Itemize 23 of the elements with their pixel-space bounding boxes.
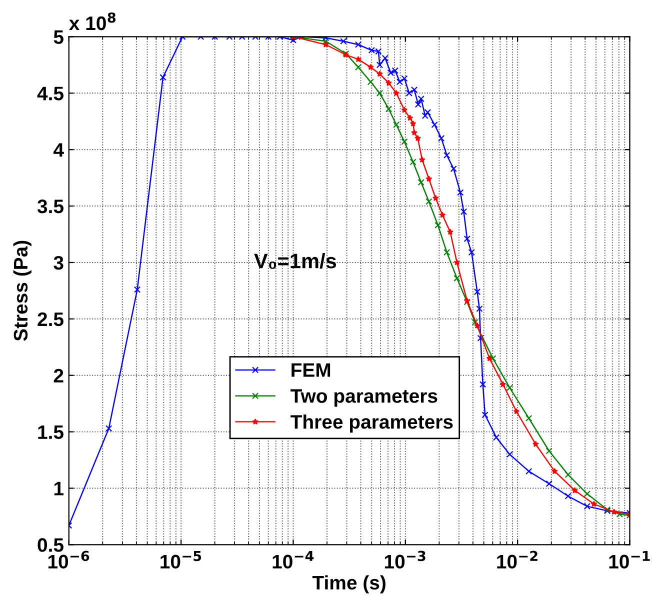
x-tick-label: 10$^{−2}$ [497,550,538,569]
y-tick-label: 3 [54,256,64,270]
y-tick-label: 1.5 [38,425,64,440]
y-tick-label: 4 [54,143,64,157]
x-tick-label: 10$^{−3}$ [384,550,426,569]
annotation: V₀=1m/s [254,253,336,269]
y-tick-label: 3.5 [37,200,64,214]
y-tick-label: 4.5 [37,86,64,100]
legend-label: FEM [292,363,330,377]
y-tick-label: 2.5 [38,312,64,326]
y-tick-label: 5 [54,30,64,44]
x-tick-label: 10$^{−6}$ [48,550,90,569]
x-axis-title: Time (s) [312,575,386,594]
x-tick-label: 10$^{−5}$ [160,550,202,569]
text: x 10$^{8}$ [69,12,116,30]
y-tick-label: 2 [54,368,64,382]
legend-label: Two parameters [290,389,438,407]
y-tick-label: 1 [54,482,64,496]
y-tick-label: 0.5 [38,538,64,552]
x-tick-label: 10$^{−1}$ [609,550,650,569]
x-tick-label: 10$^{−4}$ [272,550,314,569]
legend-label: Three parameters [290,414,453,433]
y-axis-title: Stress (Pa) [13,240,32,341]
